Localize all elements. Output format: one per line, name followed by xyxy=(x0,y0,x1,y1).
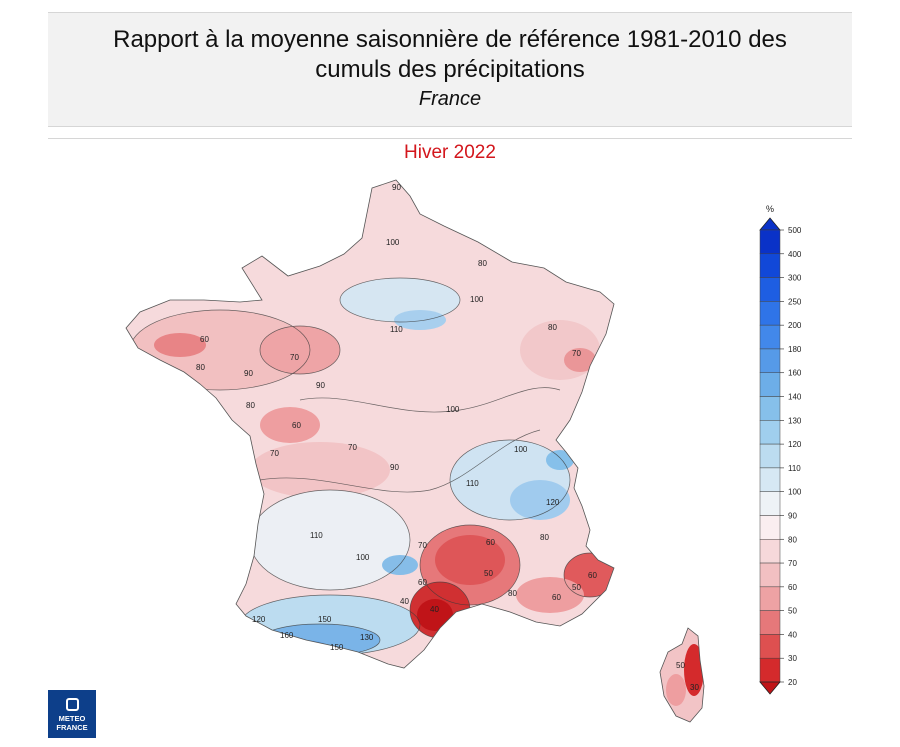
contour-label: 100 xyxy=(514,445,528,454)
legend-swatch xyxy=(759,253,781,278)
legend-tick-label: 80 xyxy=(788,535,797,544)
logo-mark-icon xyxy=(65,698,79,711)
legend-tick-label: 70 xyxy=(788,559,797,568)
legend-tick-label: 140 xyxy=(788,393,802,402)
contour-label: 120 xyxy=(546,498,560,507)
legend-swatch xyxy=(759,491,781,516)
logo-line-2: FRANCE xyxy=(56,722,88,732)
france-map xyxy=(125,179,615,669)
legend-swatch xyxy=(759,420,781,445)
meteo-france-logo: METEO FRANCE xyxy=(48,690,96,738)
contour-label: 110 xyxy=(390,325,403,334)
legend-tick-label: 300 xyxy=(788,274,802,283)
legend-tick-label: 160 xyxy=(788,369,802,378)
contour-label: 60 xyxy=(552,593,561,602)
logo-line-1: METEO xyxy=(58,714,86,723)
contour-label: 70 xyxy=(348,443,357,452)
legend-tick-label: 180 xyxy=(788,345,802,354)
legend-tick-label: 110 xyxy=(788,464,801,473)
contour-label: 60 xyxy=(486,538,495,547)
contour-label: 90 xyxy=(390,463,399,472)
legend-tick-label: 400 xyxy=(788,250,802,259)
contour-label: 70 xyxy=(270,449,279,458)
legend-swatch xyxy=(759,372,781,397)
contour-label: 80 xyxy=(246,401,255,410)
contour-label: 160 xyxy=(280,631,294,640)
contour-label: 120 xyxy=(252,615,266,624)
contour-label: 100 xyxy=(386,238,400,247)
contour-label: 90 xyxy=(316,381,325,390)
contour-label: 100 xyxy=(356,553,370,562)
contour-label: 100 xyxy=(470,295,484,304)
contour-label: 150 xyxy=(318,615,332,624)
header-panel: Rapport à la moyenne saisonnière de réfé… xyxy=(48,12,852,127)
legend-tick-label: 90 xyxy=(788,511,797,520)
legend-tick-label: 120 xyxy=(788,440,802,449)
legend-tick-label: 40 xyxy=(788,630,797,639)
title-line-1: Rapport à la moyenne saisonnière de réfé… xyxy=(113,26,787,53)
page-title: Rapport à la moyenne saisonnière de réfé… xyxy=(48,25,852,85)
contour-label: 50 xyxy=(572,583,581,592)
legend-tick-label: 60 xyxy=(788,583,797,592)
contour-label: 110 xyxy=(466,479,479,488)
contour-labels: 90 100 110 80 70 60 90 100 110 80 70 60 … xyxy=(196,183,699,692)
contour-label: 40 xyxy=(400,597,409,606)
season-label: Hiver 2022 xyxy=(404,142,496,163)
contour-label: 150 xyxy=(330,643,344,652)
contour-label: 90 xyxy=(244,369,253,378)
legend-arrow-top xyxy=(759,217,781,231)
legend-swatch xyxy=(759,443,781,469)
contour-label: 80 xyxy=(478,259,487,268)
contour-label: 60 xyxy=(588,571,597,580)
contour-label: 80 xyxy=(196,363,205,372)
contour-label: 70 xyxy=(290,353,299,362)
legend-tick-label: 100 xyxy=(788,488,802,497)
legend-tick-label: 20 xyxy=(788,678,797,687)
contour-label: 60 xyxy=(292,421,301,430)
legend-unit: % xyxy=(766,204,774,214)
contour-label: 50 xyxy=(484,569,493,578)
corsica-map xyxy=(659,627,705,723)
divider xyxy=(48,138,852,139)
legend-tick-label: 200 xyxy=(788,321,802,330)
contour-label: 80 xyxy=(508,589,517,598)
contour-label: 100 xyxy=(446,405,460,414)
legend-swatch xyxy=(759,610,781,635)
contour-label: 130 xyxy=(360,633,374,642)
contour-label: 40 xyxy=(430,605,439,614)
contour-label: 60 xyxy=(200,335,209,344)
legend-swatch xyxy=(759,586,781,611)
contour-label: 70 xyxy=(572,349,581,358)
contour-label: 50 xyxy=(676,661,685,670)
legend-tick-label: 130 xyxy=(788,416,802,425)
legend-swatch xyxy=(759,634,781,659)
legend-tick-label: 30 xyxy=(788,654,797,663)
contour-label: 60 xyxy=(418,578,427,587)
legend-swatch xyxy=(759,657,781,683)
legend-tick-label: 250 xyxy=(788,297,802,306)
legend-tick-label: 50 xyxy=(788,607,797,616)
legend-swatch xyxy=(759,539,781,564)
contour-label: 70 xyxy=(418,541,427,550)
legend-swatch xyxy=(759,562,781,588)
legend-tick-label: 500 xyxy=(788,226,802,235)
contour-label: 80 xyxy=(540,533,549,542)
legend-swatch xyxy=(759,301,781,326)
region-subtitle: France xyxy=(418,88,482,110)
legend-swatch xyxy=(759,515,781,540)
legend-swatch xyxy=(759,229,781,255)
legend-swatch xyxy=(759,277,781,302)
legend-colorbar: 500 400 300 250 200 180 160 140 130 120 110 100 90 80… xyxy=(759,217,802,695)
legend-swatch xyxy=(759,324,781,350)
contour-label: 30 xyxy=(690,683,699,692)
contour-label: 90 xyxy=(392,183,401,192)
legend-swatch xyxy=(759,396,781,421)
legend-swatch xyxy=(759,467,781,492)
title-line-2: cumuls des précipitations xyxy=(315,56,585,83)
legend-arrow-bottom xyxy=(759,681,781,695)
legend-swatch xyxy=(759,348,781,373)
contour-label: 80 xyxy=(548,323,557,332)
contour-label: 110 xyxy=(310,531,323,540)
